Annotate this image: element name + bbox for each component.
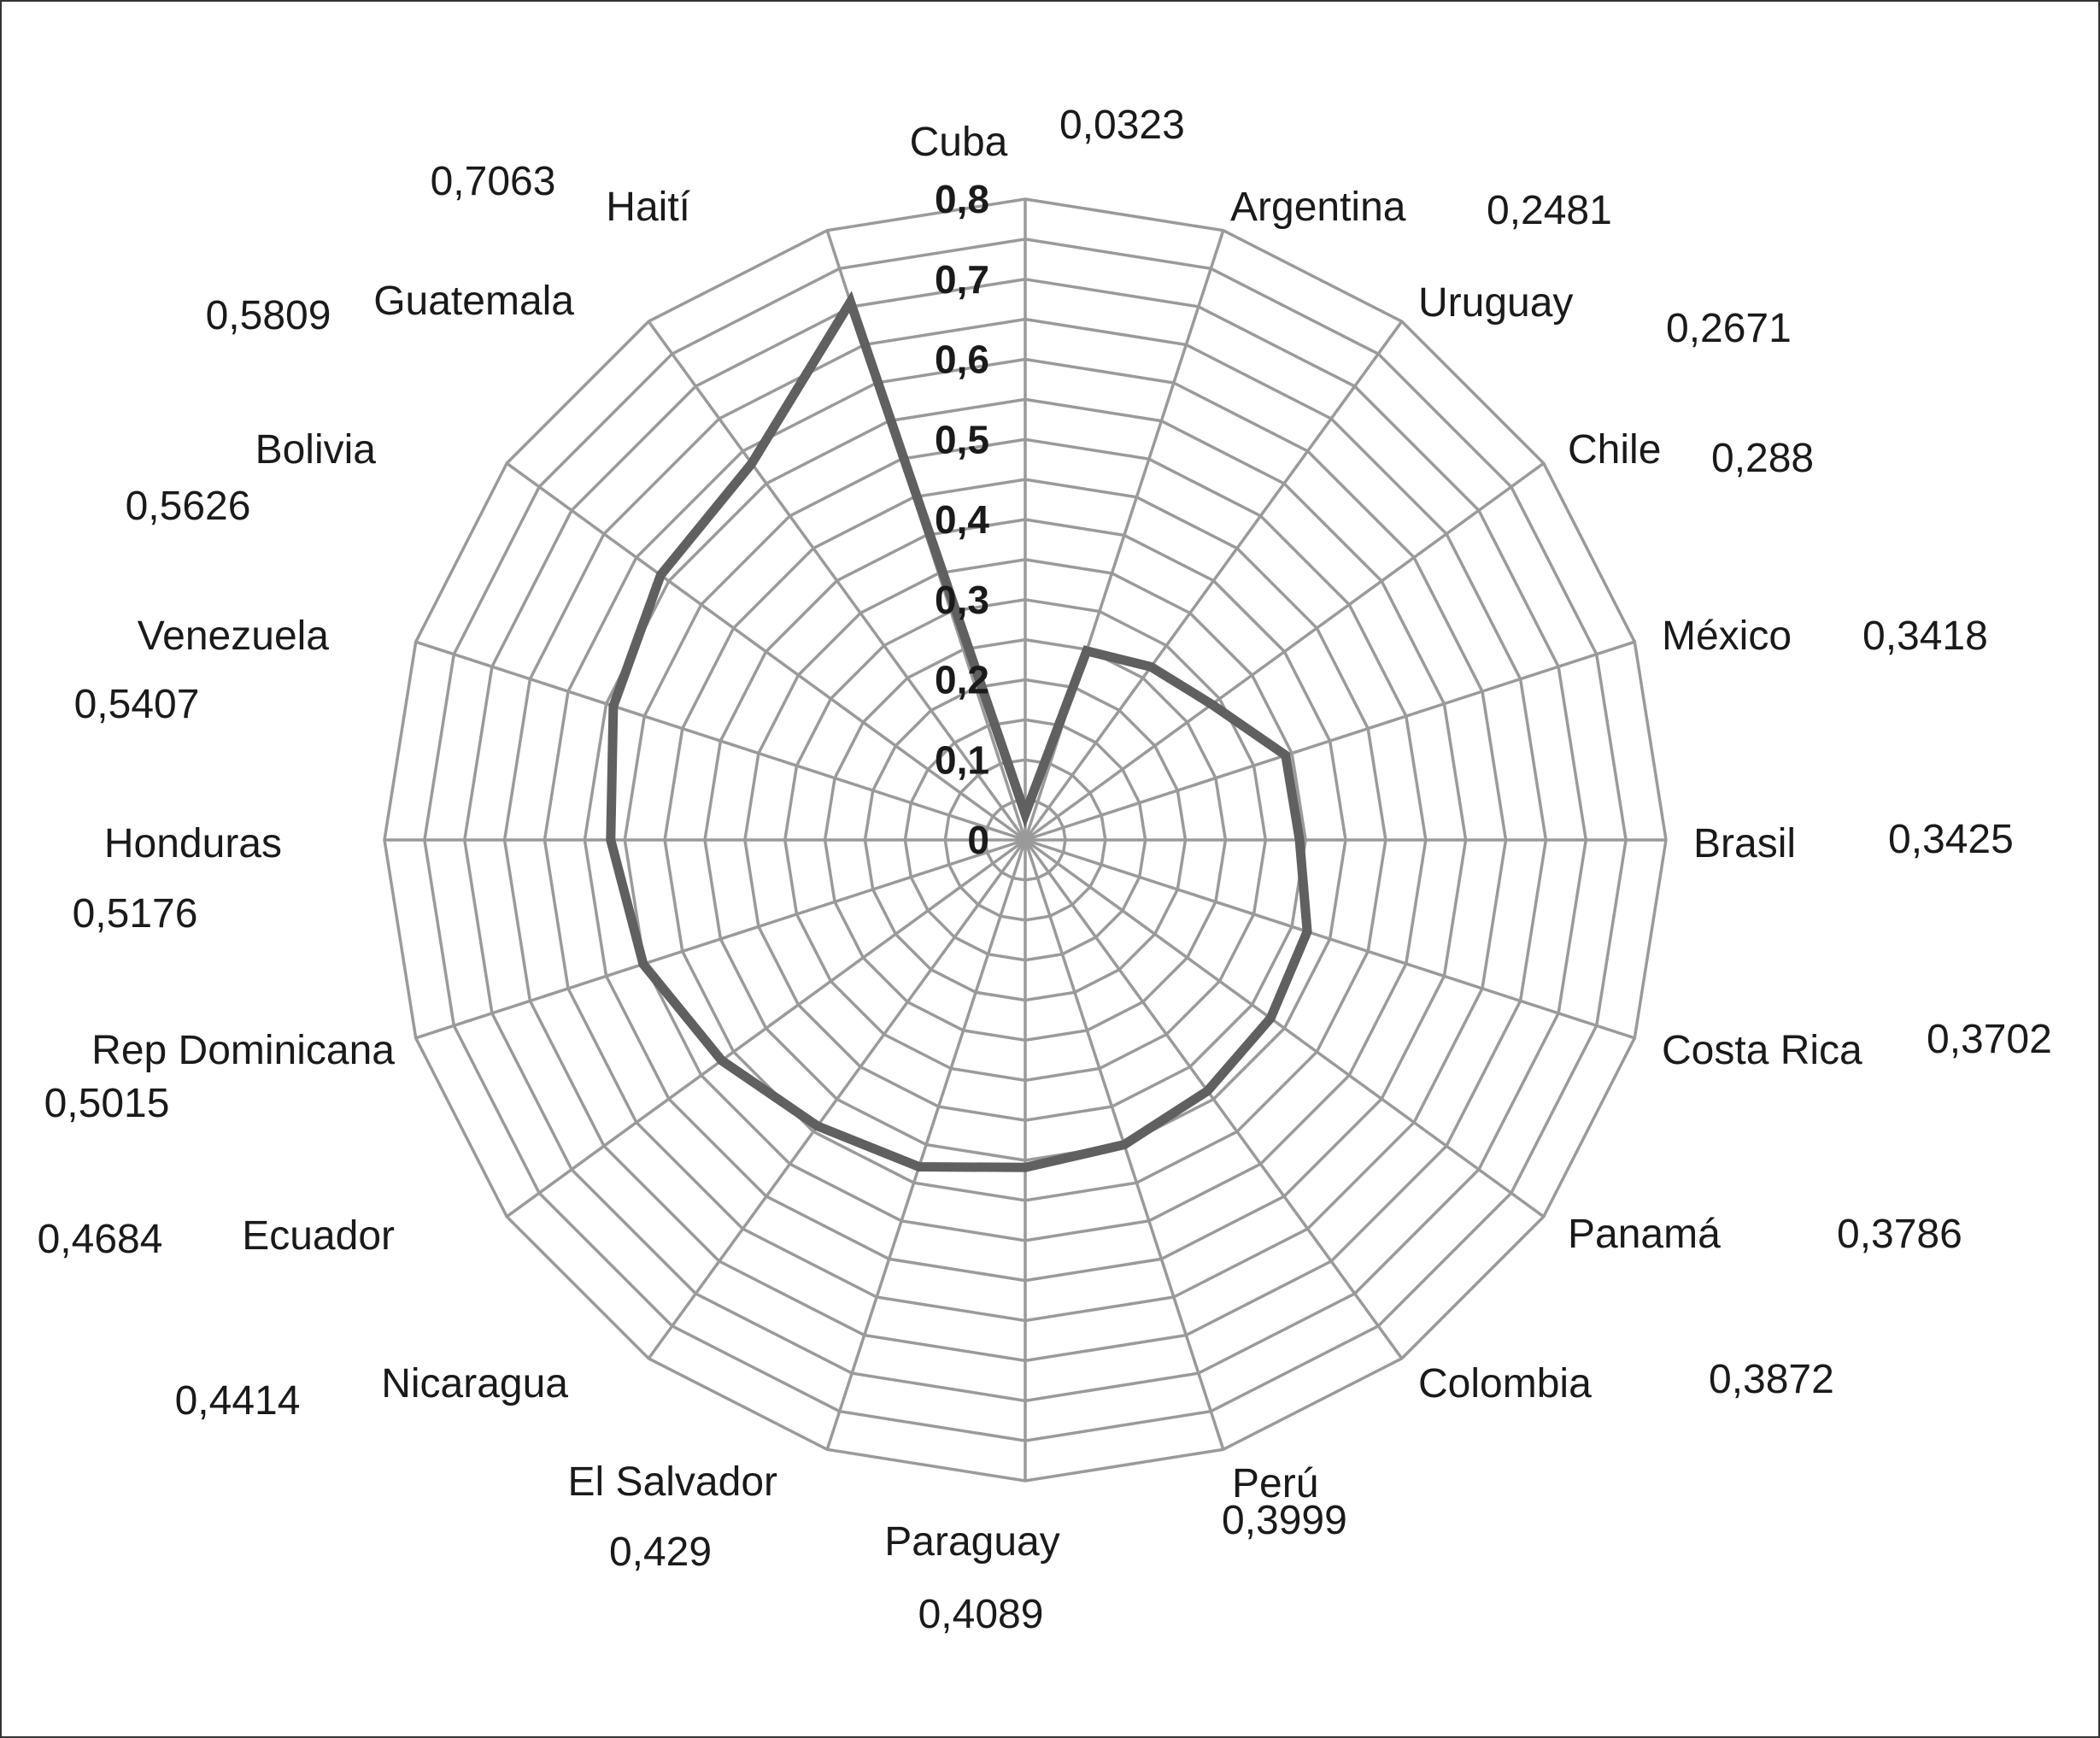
value-label: 0,288 — [1711, 436, 1814, 481]
value-label: 0,3872 — [1709, 1357, 1834, 1402]
category-label: Costa Rica — [1662, 1028, 1862, 1073]
data-point — [1150, 666, 1152, 667]
data-point — [1306, 931, 1308, 932]
value-label: 0,7063 — [431, 159, 556, 204]
data-point — [1024, 813, 1026, 815]
value-label: 0,3418 — [1862, 614, 1988, 659]
grid-spoke — [1024, 461, 1545, 842]
value-label: 0,3425 — [1888, 817, 2014, 862]
data-point — [721, 1060, 723, 1061]
radial-tick-label: 0,3 — [935, 578, 989, 622]
value-label: 0,5015 — [44, 1081, 170, 1126]
grid-spoke — [647, 320, 1027, 842]
data-point — [1123, 1144, 1125, 1146]
category-label: El Salvador — [568, 1459, 777, 1505]
category-label: Nicaragua — [381, 1361, 568, 1406]
grid-spoke — [415, 838, 1026, 1040]
category-label: Panamá — [1568, 1212, 1721, 1257]
category-label: Uruguay — [1418, 280, 1573, 326]
radial-tick-label: 0,4 — [935, 497, 989, 542]
value-label: 0,0323 — [1059, 103, 1185, 148]
category-label: Chile — [1568, 427, 1661, 473]
category-label: Colombia — [1418, 1361, 1592, 1406]
data-point — [918, 1166, 920, 1167]
data-point — [817, 1125, 818, 1127]
value-label: 0,3702 — [1927, 1017, 2052, 1062]
grid-spoke — [1024, 320, 1404, 842]
category-label: México — [1662, 614, 1792, 659]
category-label: Ecuador — [242, 1213, 395, 1259]
value-label: 0,429 — [609, 1530, 712, 1575]
category-label: Perú — [1232, 1461, 1318, 1506]
data-point — [642, 963, 644, 965]
radial-tick-label: 0,1 — [935, 737, 989, 782]
radial-tick-label: 0,8 — [935, 177, 989, 221]
grid-spoke — [647, 838, 1027, 1359]
value-label: 0,4684 — [38, 1217, 163, 1262]
value-label: 0,5626 — [126, 484, 251, 529]
category-label: Argentina — [1230, 185, 1406, 230]
grid-spoke — [1024, 838, 1404, 1359]
value-label: 0,4414 — [175, 1378, 301, 1424]
value-label: 0,3999 — [1222, 1498, 1347, 1543]
data-point — [1086, 650, 1088, 652]
value-label: 0,3786 — [1837, 1212, 1962, 1257]
value-label: 0,5176 — [73, 891, 198, 937]
grid-spoke — [1024, 838, 1635, 1040]
data-point — [1299, 839, 1300, 841]
category-label: Cuba — [910, 120, 1008, 165]
grid-spoke — [1024, 838, 1545, 1218]
radial-tick-label: 0,5 — [935, 417, 989, 461]
category-label: Venezuela — [138, 614, 330, 659]
data-point — [1206, 1090, 1208, 1092]
category-label: Bolivia — [255, 427, 377, 473]
data-point — [1211, 703, 1212, 705]
value-label: 0,4089 — [918, 1592, 1044, 1637]
radial-tick-label: 0,2 — [935, 658, 989, 702]
data-point — [610, 839, 612, 841]
data-point — [751, 462, 753, 464]
radial-tick-labels: 0 0,1 0,2 0,3 0,4 0,5 0,6 0,7 0,8 — [935, 177, 989, 862]
radial-tick-label: 0,7 — [935, 257, 989, 302]
grid-spoke — [825, 839, 1027, 1450]
radar-grid — [383, 197, 1668, 1483]
category-label: Honduras — [104, 821, 282, 866]
category-labels: Cuba 0,0323 Argentina 0,2481 Uruguay 0,2671 Ch… — [38, 103, 2052, 1637]
grid-spoke — [506, 838, 1027, 1218]
data-point — [1024, 1166, 1026, 1168]
data-point — [1285, 755, 1287, 756]
value-label: 0,2481 — [1487, 188, 1612, 233]
value-label: 0,2671 — [1666, 306, 1792, 351]
data-point — [660, 574, 661, 576]
data-point — [1270, 1018, 1271, 1019]
category-label: Haití — [606, 185, 690, 230]
grid-spoke — [506, 461, 1027, 842]
category-label: Brasil — [1693, 821, 1796, 866]
category-label: Rep Dominicana — [91, 1028, 395, 1073]
category-label: Guatemala — [373, 279, 574, 324]
grid-spoke — [1024, 640, 1635, 842]
radar-series — [606, 291, 1312, 1172]
grid-spoke — [415, 640, 1026, 842]
radial-tick-label: 0,6 — [935, 338, 989, 382]
radial-tick-label: 0 — [967, 818, 989, 862]
value-label: 0,5809 — [206, 293, 331, 338]
category-label: Paraguay — [884, 1519, 1059, 1565]
value-label: 0,5407 — [74, 682, 200, 727]
grid-spoke — [1024, 230, 1225, 841]
